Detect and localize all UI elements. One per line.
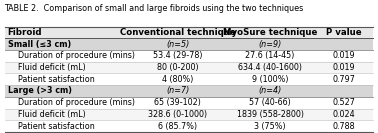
Text: 0.788: 0.788 — [333, 122, 355, 131]
Text: Small (≤3 cm): Small (≤3 cm) — [8, 40, 71, 49]
Text: Large (>3 cm): Large (>3 cm) — [8, 86, 71, 95]
Text: (n=7): (n=7) — [166, 86, 189, 95]
Text: Duration of procedure (mins): Duration of procedure (mins) — [8, 51, 135, 60]
Text: (n=4): (n=4) — [259, 86, 282, 95]
Text: P value: P value — [326, 28, 362, 37]
Text: Conventional technique: Conventional technique — [120, 28, 236, 37]
Bar — [5, 109, 373, 120]
Bar — [5, 120, 373, 132]
Text: 634.4 (40-1600): 634.4 (40-1600) — [238, 63, 302, 72]
Text: TABLE 2.  Comparison of small and large fibroids using the two techniques: TABLE 2. Comparison of small and large f… — [5, 4, 304, 13]
Text: 80 (0-200): 80 (0-200) — [157, 63, 199, 72]
Text: MyoSure technique: MyoSure technique — [223, 28, 318, 37]
Text: 4 (80%): 4 (80%) — [162, 75, 194, 84]
Text: Patient satisfaction: Patient satisfaction — [8, 75, 94, 84]
Bar — [5, 38, 373, 50]
Text: 57 (40-66): 57 (40-66) — [249, 98, 291, 107]
Text: Fluid deficit (mL): Fluid deficit (mL) — [8, 110, 85, 119]
Text: (n=5): (n=5) — [166, 40, 189, 49]
Bar — [5, 73, 373, 85]
Text: 0.797: 0.797 — [333, 75, 355, 84]
Text: Duration of procedure (mins): Duration of procedure (mins) — [8, 98, 135, 107]
Text: (n=9): (n=9) — [259, 40, 282, 49]
Bar — [5, 97, 373, 109]
Text: 65 (39-102): 65 (39-102) — [155, 98, 201, 107]
Text: 0.019: 0.019 — [333, 63, 355, 72]
Text: Fluid deficit (mL): Fluid deficit (mL) — [8, 63, 85, 72]
Bar — [5, 85, 373, 97]
Text: Patient satisfaction: Patient satisfaction — [8, 122, 94, 131]
Text: 9 (100%): 9 (100%) — [252, 75, 288, 84]
Text: 0.019: 0.019 — [333, 51, 355, 60]
Text: 0.024: 0.024 — [333, 110, 355, 119]
Text: Fibroid: Fibroid — [8, 28, 42, 37]
Text: 328.6 (0-1000): 328.6 (0-1000) — [149, 110, 208, 119]
Text: 3 (75%): 3 (75%) — [254, 122, 286, 131]
Text: 53.4 (29-78): 53.4 (29-78) — [153, 51, 203, 60]
Bar — [5, 62, 373, 73]
Text: 1839 (558-2800): 1839 (558-2800) — [237, 110, 304, 119]
Bar — [5, 50, 373, 62]
Text: 0.527: 0.527 — [333, 98, 355, 107]
Bar — [5, 27, 373, 38]
Text: 27.6 (14-45): 27.6 (14-45) — [245, 51, 295, 60]
Text: 6 (85.7%): 6 (85.7%) — [158, 122, 197, 131]
